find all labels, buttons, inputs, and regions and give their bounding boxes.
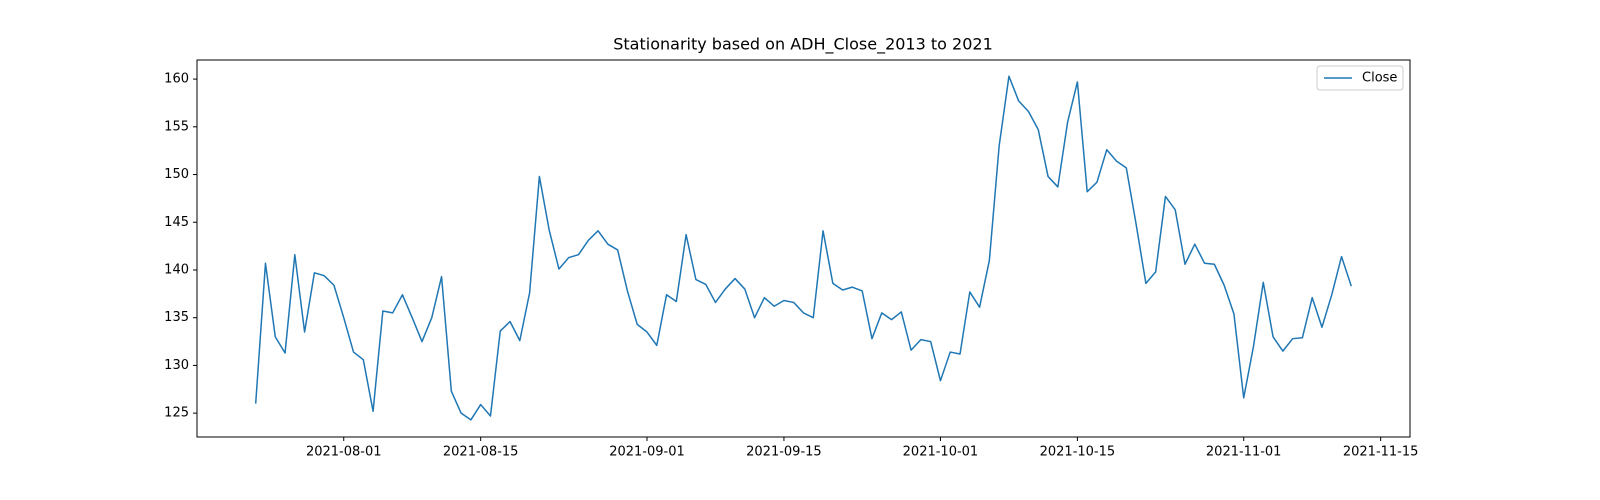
x-tick-label: 2021-10-01: [903, 445, 979, 460]
data-line: [254, 75, 1353, 421]
x-tick-label: 2021-11-15: [1343, 445, 1419, 460]
x-tick-label: 2021-10-15: [1040, 445, 1116, 460]
x-tick-label: 2021-09-15: [746, 445, 822, 460]
y-tick-label: 140: [164, 262, 189, 277]
x-tick-label: 2021-08-15: [443, 445, 519, 460]
y-tick-label: 135: [164, 310, 189, 325]
y-tick-label: 145: [164, 215, 189, 230]
legend-box: [1316, 65, 1404, 91]
y-tick-label: 160: [164, 72, 189, 87]
x-tick-label: 2021-09-01: [609, 445, 685, 460]
axes-frame: [196, 59, 1411, 438]
y-tick-label: 155: [164, 119, 189, 134]
x-tick-label: 2021-11-01: [1206, 445, 1282, 460]
y-tick-label: 125: [164, 406, 189, 421]
y-tick-label: 130: [164, 358, 189, 373]
legend-label: Close: [1362, 71, 1397, 86]
y-tick-label: 150: [164, 167, 189, 182]
x-tick-label: 2021-08-01: [306, 445, 382, 460]
chart-title: Stationarity based on ADH_Close_2013 to …: [613, 35, 993, 55]
